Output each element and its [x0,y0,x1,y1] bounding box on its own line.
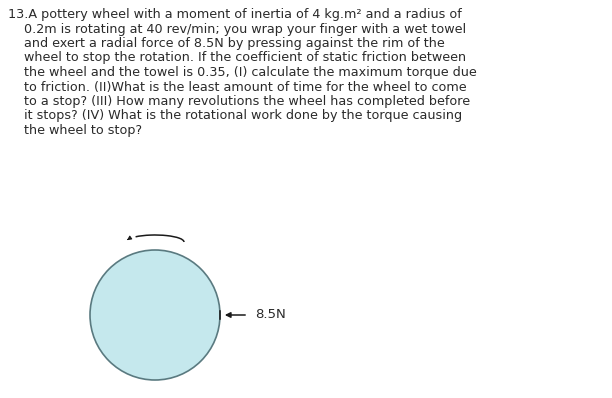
Text: to friction. (II)What is the least amount of time for the wheel to come: to friction. (II)What is the least amoun… [8,80,466,94]
Circle shape [90,250,220,380]
Text: 0.2m is rotating at 40 rev/min; you wrap your finger with a wet towel: 0.2m is rotating at 40 rev/min; you wrap… [8,23,466,35]
Text: it stops? (IV) What is the rotational work done by the torque causing: it stops? (IV) What is the rotational wo… [8,109,462,123]
Text: and exert a radial force of 8.5N by pressing against the rim of the: and exert a radial force of 8.5N by pres… [8,37,445,50]
Text: to a stop? (III) How many revolutions the wheel has completed before: to a stop? (III) How many revolutions th… [8,95,470,108]
Text: the wheel to stop?: the wheel to stop? [8,124,142,137]
Text: 13.A pottery wheel with a moment of inertia of 4 kg.m² and a radius of: 13.A pottery wheel with a moment of iner… [8,8,461,21]
Text: wheel to stop the rotation. If the coefficient of static friction between: wheel to stop the rotation. If the coeff… [8,51,466,64]
Text: 8.5N: 8.5N [255,308,286,322]
Text: the wheel and the towel is 0.35, (I) calculate the maximum torque due: the wheel and the towel is 0.35, (I) cal… [8,66,477,79]
